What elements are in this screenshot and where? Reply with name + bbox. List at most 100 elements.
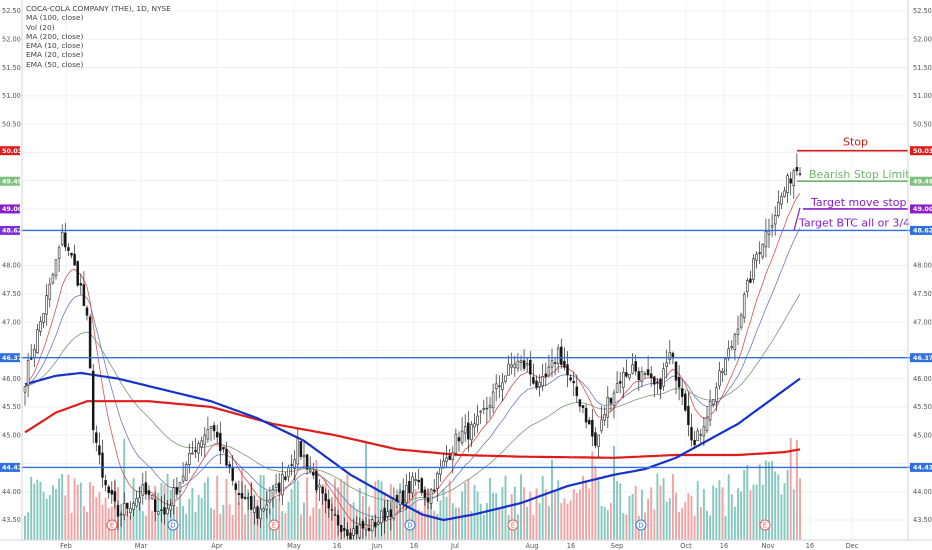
volume-bar [529,491,532,540]
volume-bar [349,504,352,540]
candle-body [498,385,501,387]
candle-body [315,471,318,491]
candle-body [163,507,166,515]
volume-bar [365,442,367,540]
volume-bar [634,485,637,540]
volume-bar [498,508,501,540]
volume-bar [582,475,584,540]
candle-body [634,361,637,372]
candle-body [287,467,290,477]
candle-body [67,247,70,251]
time-tick-label: 16 [567,542,575,550]
volume-bar [743,469,746,540]
candle-body [699,434,703,436]
volume-bar [309,515,312,540]
volume-bar [219,513,222,540]
price-flag-right [910,146,932,156]
candle-body [330,509,334,511]
candle-body [147,490,151,495]
volume-bar [191,488,194,540]
volume-bar [327,502,330,540]
candle-body [662,368,665,387]
volume-bar [640,489,643,540]
candle-body [677,377,681,388]
candle-body [85,307,89,316]
candle-body [358,524,362,538]
price-tick-left: 46.00 [2,375,21,383]
candle-body [54,259,58,276]
volume-bar [113,481,116,540]
volume-bar [588,488,591,540]
candle-body [101,452,104,478]
candle-body [150,495,154,499]
volume-bar [709,515,712,540]
volume-bar [563,498,566,540]
candle-body [547,366,551,377]
volume-bar [520,474,522,540]
volume-bar [792,489,795,540]
candle-body [23,386,27,393]
candle-body [755,253,758,261]
price-tick-right: 44.00 [913,488,932,496]
price-flag-right [910,462,932,472]
candle-body [770,225,774,228]
volume-bar [281,511,284,540]
candle-body [88,316,92,369]
candle-body [578,399,582,407]
candle-body [420,478,424,493]
price-flag-left-label: 50.03 [2,147,22,155]
volume-bar [569,500,572,540]
volume-bar [526,506,529,540]
candle-body [333,514,337,516]
candle-body [742,294,746,318]
volume-bar [312,507,315,540]
candle-body [79,283,83,286]
time-tick-label: 16 [410,542,418,550]
legend-indicator: Vol (20) [26,22,55,32]
candle-body [91,370,95,431]
price-tick-left: 48.00 [2,262,21,270]
volume-bar [82,506,85,540]
candle-body [73,253,76,266]
volume-bar [225,479,228,540]
price-tick-left: 45.50 [2,403,21,411]
candle-body [501,382,504,390]
candle-body [563,360,566,368]
candle-body [203,434,207,445]
volume-bar [774,471,777,540]
volume-bar [182,506,185,540]
volume-bar [737,488,739,540]
price-tick-left: 50.50 [2,120,21,128]
volume-bar [95,497,98,540]
candle-body [383,507,386,521]
candle-body [188,453,191,465]
time-tick-label: Mar [135,542,148,550]
candle-body [600,419,603,432]
candle-body [687,405,690,426]
volume-bar [675,492,677,540]
volume-bar [272,485,274,540]
candle-body [343,528,346,531]
price-flag-left [0,156,20,166]
volume-bar [427,488,429,540]
candle-body [135,498,138,507]
price-flag-right-label: 49.49 [913,178,932,186]
volume-bar [141,511,144,540]
volume-bar [659,485,662,540]
trade-annotations[interactable]: Stop Bearish Stop Limit Target move stop Ta… [793,136,910,231]
event-marker [635,519,647,531]
volume-bar [346,474,349,540]
volume-bar [200,498,203,540]
candle-body [693,439,696,446]
volume-bar [436,513,439,540]
candle-body [618,381,622,384]
volume-bar [647,498,650,540]
volume-bar [625,514,628,540]
volume-bar [458,507,460,540]
annotation-pointer [793,207,801,231]
volume-bar [210,508,212,540]
candlesticks [23,153,802,549]
horizontal-levels[interactable] [0,229,932,469]
